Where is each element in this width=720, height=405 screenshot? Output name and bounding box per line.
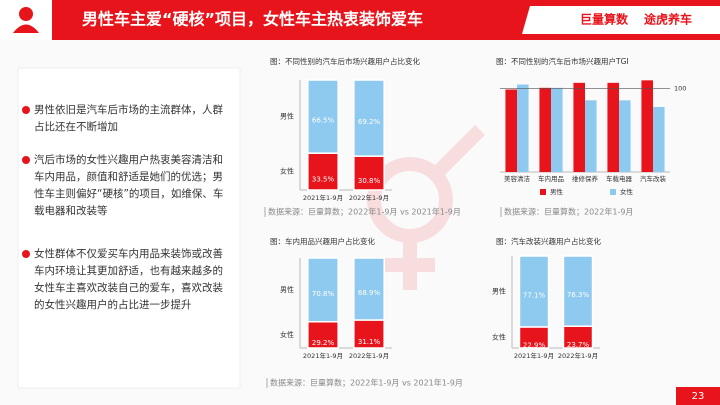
bar-segment (307, 152, 339, 191)
source: 数据来源：巨量算数；2022年1-9月 (504, 207, 633, 217)
value-label: 29.2% (312, 339, 335, 347)
header-title: 男性车主爱“硬核”项目，女性车主热衷装饰爱车 (82, 10, 423, 29)
x-tick-label: 美容清洁 (504, 174, 531, 183)
bar (573, 82, 585, 172)
source: 数据来源：巨量算数；2022年1-9月 vs 2021年1-9月 (270, 378, 463, 388)
value-label: 77.1% (523, 291, 546, 299)
x-tick-label: 2021年1-9月 (514, 351, 554, 360)
x-tick-label: 维修保养 (572, 174, 599, 183)
value-label: 76.3% (567, 291, 590, 299)
bar-segment (353, 79, 385, 157)
bar (551, 87, 563, 172)
series-label: 男性 (492, 286, 506, 295)
bar (585, 100, 597, 172)
x-tick-label: 2021年1-9月 (303, 351, 343, 360)
x-tick-label: 车内用品 (538, 174, 564, 183)
page-number: 23 (692, 391, 705, 402)
bar (517, 84, 529, 172)
chart-title: 图：车内用品兴趣用户占比变化 (270, 236, 375, 246)
bullet: 女性群体不仅爱买车内用品来装饰或改善车内环境让其更加舒适，也有越来越多的女性车主… (22, 246, 230, 314)
value-label: 33.5% (312, 176, 335, 184)
legend-label: 女性 (620, 187, 634, 196)
bar-segment (562, 255, 594, 327)
series-label: 男性 (280, 112, 294, 121)
chart-title: 图：不同性别的汽车后市场兴趣用户占比变化 (270, 56, 420, 66)
bar (653, 107, 665, 172)
x-tick-label: 2022年1-9月 (349, 193, 389, 202)
icon (19, 7, 33, 21)
legend-label: 男性 (550, 187, 564, 196)
bar (607, 82, 619, 172)
text-card (17, 67, 241, 389)
x-tick-label: 2022年1-9月 (558, 351, 598, 360)
bar-segment (353, 257, 385, 321)
bar (619, 100, 631, 172)
x-tick-label: 车载电器 (606, 174, 633, 183)
logo: 巨量算数 (580, 12, 629, 27)
series-label: 女性 (280, 330, 294, 339)
value-label: 23.7% (567, 341, 590, 349)
value-label: 66.5% (312, 117, 335, 125)
value-label: 30.8% (358, 177, 381, 185)
series-label: 女性 (492, 332, 506, 341)
value-label: 70.8% (312, 290, 335, 298)
value-label: 31.1% (358, 338, 381, 346)
legend-swatch (540, 189, 546, 195)
series-label: 男性 (280, 285, 294, 294)
x-tick-label: 2022年1-9月 (349, 351, 389, 360)
bar-segment (353, 319, 385, 349)
bar-segment (353, 155, 385, 191)
x-tick-label: 2021年1-9月 (303, 193, 343, 202)
logo: 途虎养车 (644, 12, 692, 27)
bar (641, 80, 653, 172)
value-label: 69.2% (358, 118, 381, 126)
bar (539, 87, 551, 172)
page-number-box (676, 387, 720, 405)
watermark (367, 125, 485, 290)
bar-segment (307, 320, 339, 349)
icon (13, 24, 39, 33)
legend-swatch (610, 189, 616, 195)
bar (505, 89, 517, 172)
bar-segment (307, 79, 339, 154)
source: 数据来源：巨量算数；2022年1-9月 vs 2021年1-9月 (268, 207, 461, 217)
x-tick-label: 汽车改装 (640, 174, 667, 183)
logo-box (522, 6, 720, 34)
bullet: 男性依旧是汽车后市场的主流群体，人群占比还在不断增加 (22, 102, 230, 136)
value-label: 22.9% (523, 341, 546, 349)
value-label: 68.9% (358, 289, 381, 297)
reference-label: 100 (674, 85, 686, 93)
bullet: 汽后市场的女性兴趣用户热衷美容清洁和车内用品，颜值和舒适是她们的优选；男性车主则… (22, 152, 230, 220)
chart-title: 图：汽车改装兴趣用户占比变化 (496, 236, 601, 246)
bar-segment (307, 257, 339, 323)
bar-segment (518, 255, 550, 328)
series-label: 女性 (280, 167, 294, 176)
chart-title: 图：不同性别的汽车后市场兴趣用户TGI (496, 56, 629, 66)
